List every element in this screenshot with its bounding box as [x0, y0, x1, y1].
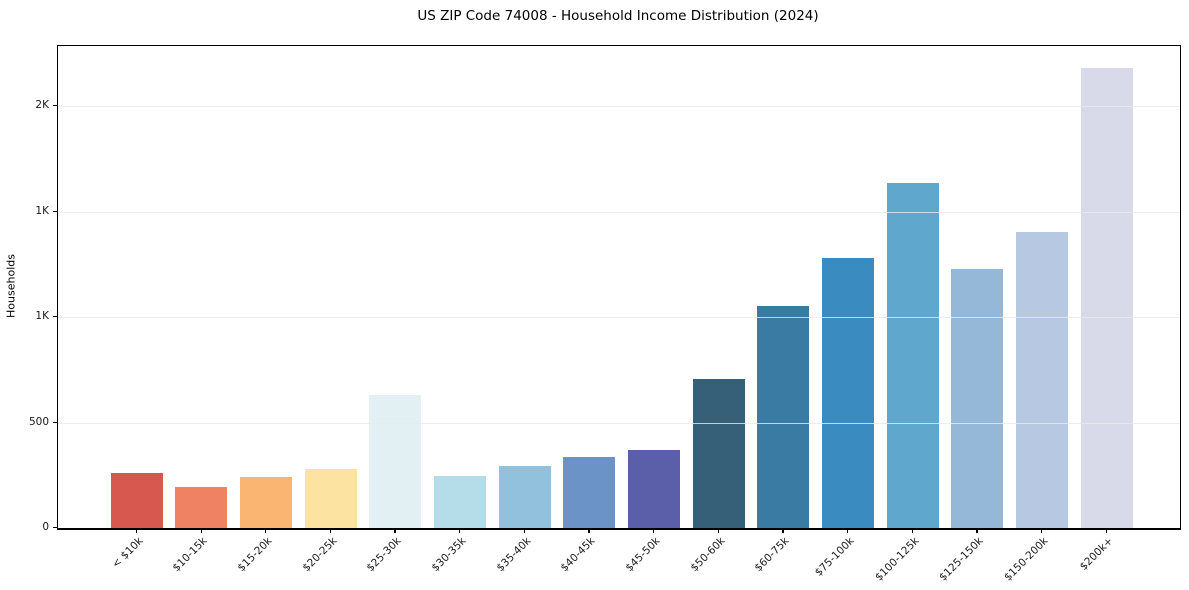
bar	[951, 268, 1004, 528]
x-tick-mark	[265, 529, 267, 533]
x-tick-mark	[782, 529, 784, 533]
y-tick-label: 500	[28, 415, 49, 428]
x-tick-mark	[200, 529, 202, 533]
bar	[628, 449, 680, 528]
y-tick-mark	[53, 105, 57, 107]
bar	[886, 183, 939, 528]
x-tick-mark	[717, 529, 719, 533]
bar	[434, 475, 487, 528]
x-tick-label: $200k+	[1077, 535, 1116, 573]
bar	[498, 466, 551, 528]
x-tick-mark	[976, 529, 978, 533]
x-tick-label: $75-100k	[812, 535, 857, 579]
bar	[1015, 232, 1068, 528]
gridline	[58, 211, 1180, 213]
x-tick-label: $50-60k	[688, 535, 728, 575]
plot-area	[57, 45, 1181, 530]
bar	[240, 477, 293, 528]
x-tick-label: $20-25k	[300, 535, 340, 575]
x-tick-mark	[329, 529, 332, 533]
bar	[175, 486, 228, 528]
bar	[563, 457, 616, 528]
x-tick-mark	[394, 529, 396, 533]
x-tick-mark	[135, 529, 138, 533]
x-tick-mark	[459, 529, 461, 533]
y-tick-label: 1K	[35, 310, 49, 323]
x-tick-label: $60-75k	[752, 535, 792, 575]
bar	[110, 473, 163, 528]
x-tick-label: $150-200k	[1001, 535, 1051, 584]
chart-title: US ZIP Code 74008 - Household Income Dis…	[417, 8, 819, 24]
y-tick-label: 2K	[35, 99, 49, 112]
bar	[821, 257, 874, 528]
x-tick-mark	[588, 529, 590, 533]
bar	[369, 395, 422, 528]
y-tick-mark	[53, 316, 57, 318]
x-tick-label: $25-30k	[364, 535, 404, 575]
gridline	[58, 317, 1180, 319]
y-tick-mark	[53, 421, 57, 423]
bar	[304, 469, 357, 528]
x-tick-mark	[1040, 529, 1043, 533]
x-tick-label: $45-50k	[623, 535, 663, 575]
y-tick-mark	[53, 527, 57, 529]
x-tick-label: < $10k	[109, 535, 146, 571]
x-tick-mark	[1105, 529, 1107, 533]
x-tick-label: $35-40k	[494, 535, 534, 575]
gridline	[58, 422, 1180, 424]
x-tick-label: $100-125k	[872, 535, 922, 584]
x-tick-mark	[523, 529, 525, 533]
bar	[1080, 68, 1133, 528]
y-tick-label: 0	[42, 521, 49, 533]
x-tick-mark	[911, 529, 913, 533]
x-tick-label: $40-45k	[558, 535, 598, 575]
bar	[757, 306, 810, 528]
x-tick-label: $125-150k	[937, 535, 986, 584]
bar	[692, 378, 745, 528]
x-tick-label: $30-35k	[429, 535, 469, 575]
x-tick-label: $10-15k	[170, 535, 210, 575]
x-tick-mark	[653, 529, 655, 533]
x-tick-mark	[847, 529, 849, 533]
y-tick-label: 1K	[35, 204, 49, 217]
y-tick-mark	[53, 210, 57, 212]
x-tick-label: $15-20k	[235, 535, 275, 575]
gridline	[58, 106, 1180, 108]
